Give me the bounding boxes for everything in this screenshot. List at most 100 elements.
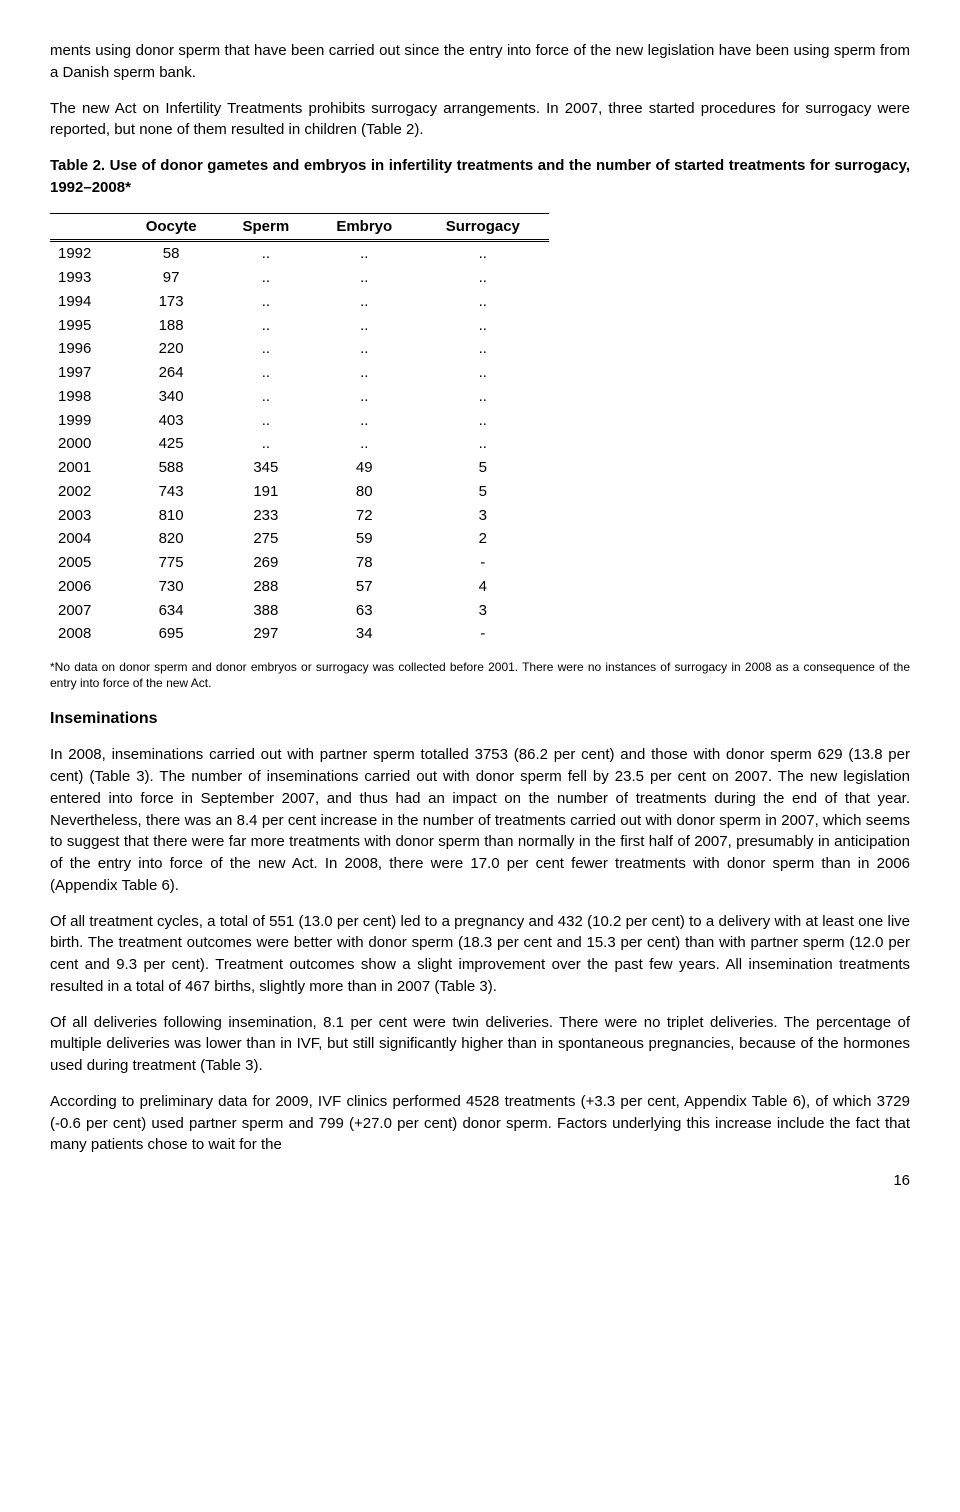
table-cell: ..: [312, 385, 417, 409]
table-cell: 97: [122, 266, 220, 290]
table-cell: 59: [312, 527, 417, 551]
table-cell: ..: [220, 337, 312, 361]
table-row: 2007634388633: [50, 599, 549, 623]
table-row: 2006730288574: [50, 575, 549, 599]
table-cell: ..: [220, 409, 312, 433]
table-cell: 2002: [50, 480, 122, 504]
table-cell: 743: [122, 480, 220, 504]
table-cell: 5: [417, 456, 549, 480]
table-cell: 58: [122, 241, 220, 266]
table-cell: 1994: [50, 290, 122, 314]
table-cell: 63: [312, 599, 417, 623]
table-header: Embryo: [312, 213, 417, 241]
table-cell: 80: [312, 480, 417, 504]
table-cell: 269: [220, 551, 312, 575]
table-cell: 233: [220, 504, 312, 528]
table-cell: 730: [122, 575, 220, 599]
table-cell: ..: [312, 409, 417, 433]
table-cell: 3: [417, 504, 549, 528]
table-cell: 1997: [50, 361, 122, 385]
table-cell: 220: [122, 337, 220, 361]
table-cell: ..: [417, 409, 549, 433]
table-cell: 1999: [50, 409, 122, 433]
table-cell: 588: [122, 456, 220, 480]
table-cell: ..: [220, 290, 312, 314]
body-paragraph: According to preliminary data for 2009, …: [50, 1091, 910, 1156]
table-cell: 49: [312, 456, 417, 480]
table-cell: 2005: [50, 551, 122, 575]
table-cell: 191: [220, 480, 312, 504]
table-cell: ..: [417, 241, 549, 266]
table-cell: 3: [417, 599, 549, 623]
table-cell: ..: [312, 266, 417, 290]
table-row: 200577526978-: [50, 551, 549, 575]
table-cell: 297: [220, 622, 312, 646]
table-cell: 264: [122, 361, 220, 385]
table-cell: ..: [220, 314, 312, 338]
table-title: Table 2. Use of donor gametes and embryo…: [50, 155, 910, 199]
table-cell: 173: [122, 290, 220, 314]
table-cell: 695: [122, 622, 220, 646]
table-cell: ..: [220, 241, 312, 266]
table-cell: ..: [312, 290, 417, 314]
table-cell: -: [417, 622, 549, 646]
table-cell: 340: [122, 385, 220, 409]
table-cell: 2003: [50, 504, 122, 528]
table-row: 2001588345495: [50, 456, 549, 480]
table-cell: ..: [312, 361, 417, 385]
table-cell: 425: [122, 432, 220, 456]
table-cell: ..: [417, 266, 549, 290]
table-cell: 1996: [50, 337, 122, 361]
table-cell: ..: [417, 361, 549, 385]
table-row: 199258......: [50, 241, 549, 266]
table-cell: 345: [220, 456, 312, 480]
donor-gametes-table: OocyteSpermEmbryoSurrogacy 199258......1…: [50, 213, 549, 647]
table-cell: 275: [220, 527, 312, 551]
body-paragraph: In 2008, inseminations carried out with …: [50, 744, 910, 896]
table-cell: ..: [312, 337, 417, 361]
table-cell: ..: [417, 432, 549, 456]
table-cell: ..: [312, 241, 417, 266]
table-cell: 2000: [50, 432, 122, 456]
body-paragraph: ments using donor sperm that have been c…: [50, 40, 910, 84]
table-row: 200869529734-: [50, 622, 549, 646]
table-header: Oocyte: [122, 213, 220, 241]
table-cell: 2006: [50, 575, 122, 599]
table-cell: ..: [312, 432, 417, 456]
table-cell: 1992: [50, 241, 122, 266]
table-cell: ..: [220, 266, 312, 290]
body-paragraph: Of all deliveries following insemination…: [50, 1012, 910, 1077]
table-row: 2000425......: [50, 432, 549, 456]
table-cell: 388: [220, 599, 312, 623]
table-cell: 288: [220, 575, 312, 599]
table-cell: 1998: [50, 385, 122, 409]
table-cell: 1993: [50, 266, 122, 290]
table-cell: ..: [417, 290, 549, 314]
table-cell: 2008: [50, 622, 122, 646]
table-row: 1997264......: [50, 361, 549, 385]
table-header: [50, 213, 122, 241]
table-header: Sperm: [220, 213, 312, 241]
table-cell: 2: [417, 527, 549, 551]
table-cell: ..: [417, 314, 549, 338]
table-cell: 775: [122, 551, 220, 575]
table-cell: 57: [312, 575, 417, 599]
body-paragraph: Of all treatment cycles, a total of 551 …: [50, 911, 910, 998]
section-heading: Inseminations: [50, 707, 910, 730]
table-cell: 2004: [50, 527, 122, 551]
table-cell: 78: [312, 551, 417, 575]
table-header: Surrogacy: [417, 213, 549, 241]
table-cell: 188: [122, 314, 220, 338]
table-footnote: *No data on donor sperm and donor embryo…: [50, 660, 910, 691]
table-cell: 810: [122, 504, 220, 528]
table-row: 1994173......: [50, 290, 549, 314]
table-cell: 72: [312, 504, 417, 528]
table-row: 2003810233723: [50, 504, 549, 528]
table-row: 199397......: [50, 266, 549, 290]
table-cell: ..: [220, 432, 312, 456]
table-row: 2004820275592: [50, 527, 549, 551]
table-row: 1995188......: [50, 314, 549, 338]
table-row: 1996220......: [50, 337, 549, 361]
table-cell: 2007: [50, 599, 122, 623]
table-cell: 820: [122, 527, 220, 551]
